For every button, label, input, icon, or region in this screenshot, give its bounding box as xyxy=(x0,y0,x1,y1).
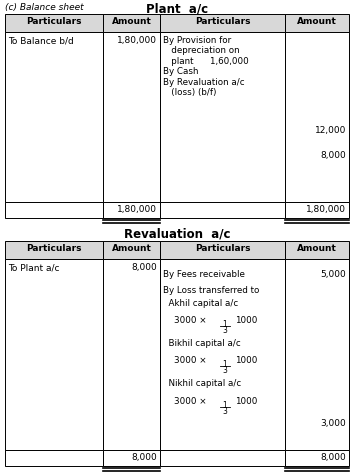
Text: 3: 3 xyxy=(222,326,227,335)
Bar xyxy=(5,259,103,450)
Bar xyxy=(103,450,160,466)
Text: 3: 3 xyxy=(222,367,227,376)
Bar xyxy=(103,14,160,32)
Text: By Fees receivable: By Fees receivable xyxy=(163,271,245,280)
Text: By Provision for
   depreciation on
   plant      1,60,000
By Cash
By Revaluatio: By Provision for depreciation on plant 1… xyxy=(163,36,249,97)
Text: 3: 3 xyxy=(222,406,227,415)
Text: 1,80,000: 1,80,000 xyxy=(306,205,346,214)
Text: 1000: 1000 xyxy=(235,316,257,325)
Text: 1: 1 xyxy=(222,320,227,329)
Bar xyxy=(103,32,160,202)
Text: 3000 ×: 3000 × xyxy=(163,316,209,325)
Bar xyxy=(285,202,349,218)
Bar xyxy=(5,202,103,218)
Text: 3000 ×: 3000 × xyxy=(163,357,209,366)
Bar xyxy=(5,14,103,32)
Text: 8,000: 8,000 xyxy=(320,151,346,160)
Text: 1: 1 xyxy=(222,401,227,410)
Bar xyxy=(160,202,285,218)
Bar xyxy=(160,32,285,202)
Bar xyxy=(5,241,103,259)
Text: Amount: Amount xyxy=(112,17,152,26)
Text: 8,000: 8,000 xyxy=(131,453,157,462)
Text: 1,80,000: 1,80,000 xyxy=(117,36,157,45)
Text: Akhil capital a/c: Akhil capital a/c xyxy=(163,299,238,308)
Text: Particulars: Particulars xyxy=(26,17,82,26)
Bar xyxy=(5,32,103,202)
Text: Amount: Amount xyxy=(297,17,337,26)
Text: 1: 1 xyxy=(222,360,227,369)
Bar xyxy=(285,241,349,259)
Bar xyxy=(5,450,103,466)
Bar xyxy=(160,14,285,32)
Text: 1000: 1000 xyxy=(235,396,257,405)
Text: 1,80,000: 1,80,000 xyxy=(117,205,157,214)
Text: 8,000: 8,000 xyxy=(320,453,346,462)
Text: (c) Balance sheet: (c) Balance sheet xyxy=(5,3,84,12)
Bar xyxy=(285,259,349,450)
Text: Amount: Amount xyxy=(297,244,337,253)
Text: Revaluation  a/c: Revaluation a/c xyxy=(124,227,230,240)
Text: 3000 ×: 3000 × xyxy=(163,396,209,405)
Text: Particulars: Particulars xyxy=(195,17,250,26)
Text: 3,000: 3,000 xyxy=(320,420,346,429)
Text: By Loss transferred to: By Loss transferred to xyxy=(163,286,259,295)
Text: 8,000: 8,000 xyxy=(131,263,157,272)
Text: 1000: 1000 xyxy=(235,357,257,366)
Text: 12,000: 12,000 xyxy=(315,125,346,134)
Text: Amount: Amount xyxy=(112,244,152,253)
Bar xyxy=(103,241,160,259)
Bar xyxy=(103,202,160,218)
Text: To Balance b/d: To Balance b/d xyxy=(8,36,74,45)
Bar xyxy=(285,32,349,202)
Text: Particulars: Particulars xyxy=(26,244,82,253)
Bar xyxy=(160,259,285,450)
Text: To Plant a/c: To Plant a/c xyxy=(8,263,59,272)
Text: Plant  a/c: Plant a/c xyxy=(146,3,208,16)
Text: 5,000: 5,000 xyxy=(320,271,346,280)
Text: Bikhil capital a/c: Bikhil capital a/c xyxy=(163,339,241,348)
Bar xyxy=(103,259,160,450)
Bar xyxy=(160,450,285,466)
Bar xyxy=(285,14,349,32)
Bar xyxy=(160,241,285,259)
Text: Particulars: Particulars xyxy=(195,244,250,253)
Text: Nikhil capital a/c: Nikhil capital a/c xyxy=(163,379,241,388)
Bar xyxy=(285,450,349,466)
